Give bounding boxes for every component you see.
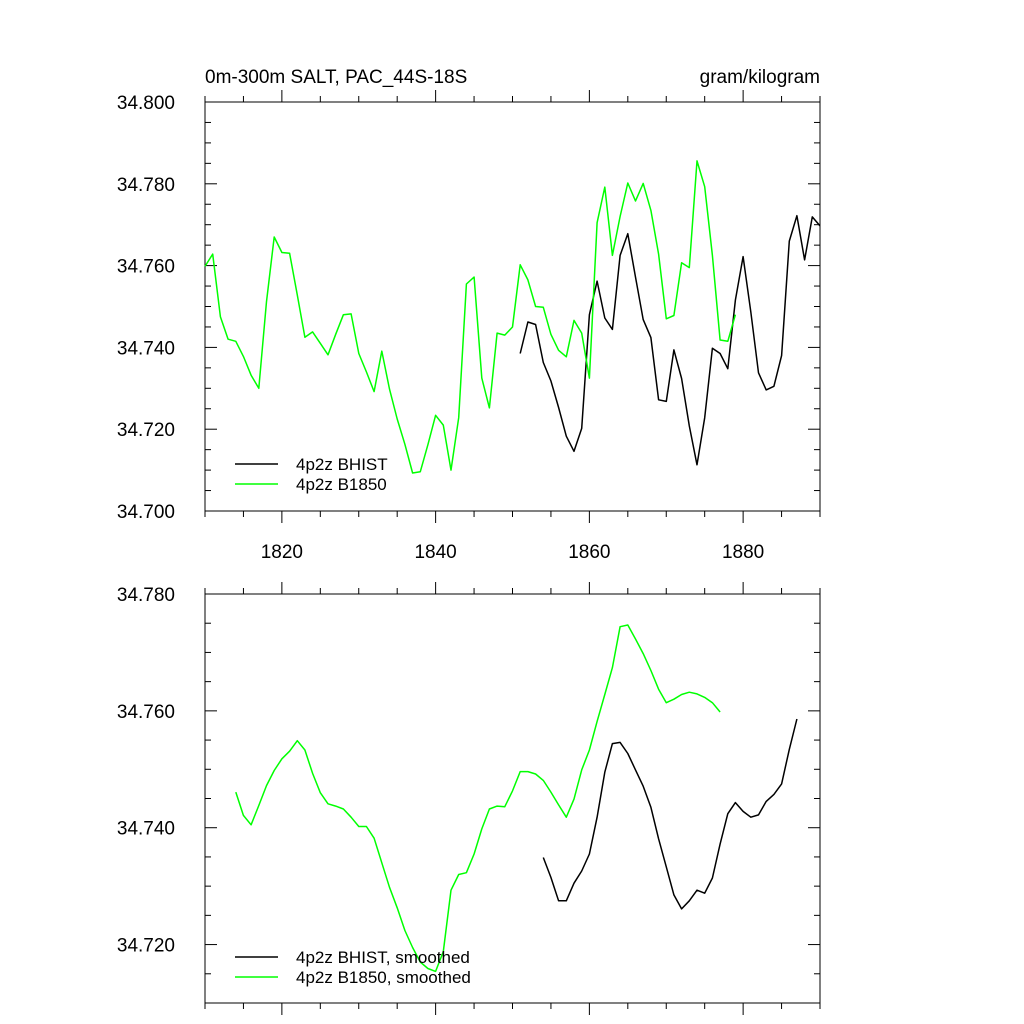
series-line-4p2z-b1850 xyxy=(204,160,737,474)
series-line-4p2z-bhist xyxy=(519,214,821,466)
legend-label: 4p2z B1850 xyxy=(296,475,387,494)
chart-units: gram/kilogram xyxy=(700,67,820,88)
y-tick-label: 34.800 xyxy=(117,93,175,114)
y-tick-label: 34.720 xyxy=(117,420,175,441)
y-tick-label: 34.760 xyxy=(117,257,175,278)
x-tick-label: 1860 xyxy=(568,542,610,563)
legend-label: 4p2z BHIST xyxy=(296,455,388,474)
plot-frame xyxy=(204,101,821,512)
x-tick-label: 1820 xyxy=(261,542,303,563)
y-tick-label: 34.720 xyxy=(117,936,175,957)
y-tick-label: 34.780 xyxy=(117,175,175,196)
y-tick-label: 34.700 xyxy=(117,502,175,523)
chart-panel-1: 1820 1840 1860 1880 34.700 34.720 34.740 34.760… xyxy=(117,90,821,563)
series-line-4p2z-bhist-smoothed xyxy=(542,718,798,910)
chart-title: 0m-300m SALT, PAC_44S-18S xyxy=(205,67,467,88)
y-tick-label: 34.780 xyxy=(117,585,175,606)
y-tick-label: 34.740 xyxy=(117,338,175,359)
legend-label: 4p2z BHIST, smoothed xyxy=(296,948,470,967)
y-tick-label: 34.760 xyxy=(117,702,175,723)
x-tick-label: 1880 xyxy=(722,542,764,563)
y-tick-label: 34.740 xyxy=(117,819,175,840)
x-tick-label: 1840 xyxy=(414,542,456,563)
series-line-4p2z-b1850-smoothed xyxy=(235,624,721,973)
legend-label: 4p2z B1850, smoothed xyxy=(296,968,471,987)
plot-frame xyxy=(204,593,821,1004)
chart-panels: 1820 1840 1860 1880 34.700 34.720 34.740 34.760… xyxy=(117,90,821,1015)
chart-panel-2: 34.720 34.740 34.760 34.780 4p2z BHIST, smoo… xyxy=(117,582,821,1015)
